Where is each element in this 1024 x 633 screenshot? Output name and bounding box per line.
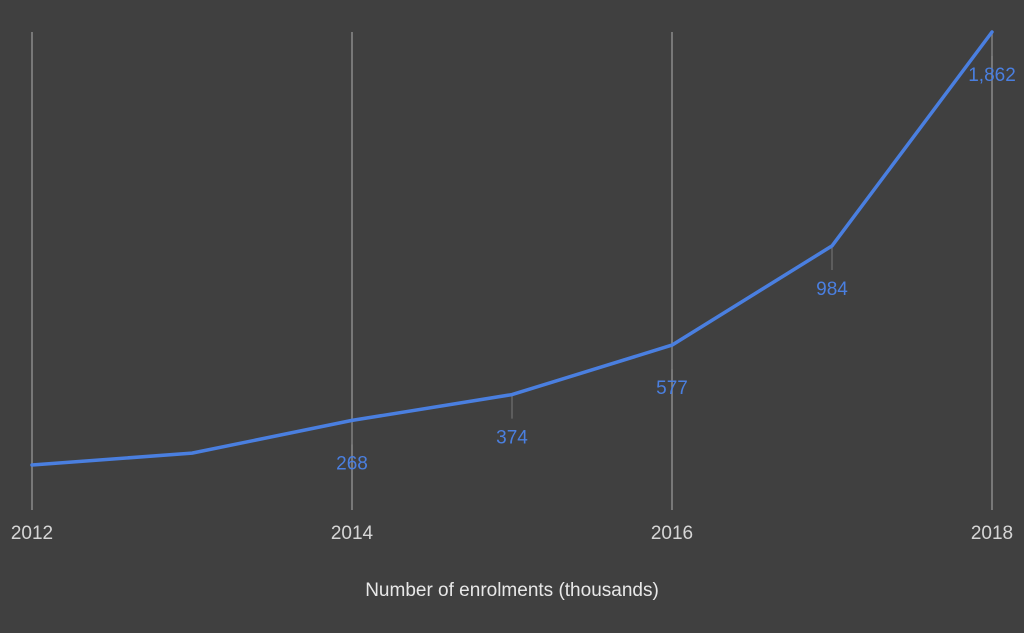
x-axis-title: Number of enrolments (thousands) <box>365 580 659 601</box>
x-tick-2012: 2012 <box>11 523 53 544</box>
data-label-2018: 1,862 <box>968 65 1016 86</box>
data-labels: 268 374 577 984 1,862 <box>336 65 1016 474</box>
x-tick-2016: 2016 <box>651 523 693 544</box>
data-label-2017: 984 <box>816 279 848 300</box>
series-group <box>30 30 994 467</box>
data-label-2014: 268 <box>336 453 368 474</box>
data-label-2016: 577 <box>656 378 688 399</box>
x-tick-2018: 2018 <box>971 523 1013 544</box>
series-line <box>30 30 994 467</box>
x-tick-2014: 2014 <box>331 523 374 544</box>
x-tick-labels: 2012 2014 2016 2018 <box>11 523 1013 544</box>
label-leaders <box>351 32 993 445</box>
data-label-2015: 374 <box>496 428 528 449</box>
